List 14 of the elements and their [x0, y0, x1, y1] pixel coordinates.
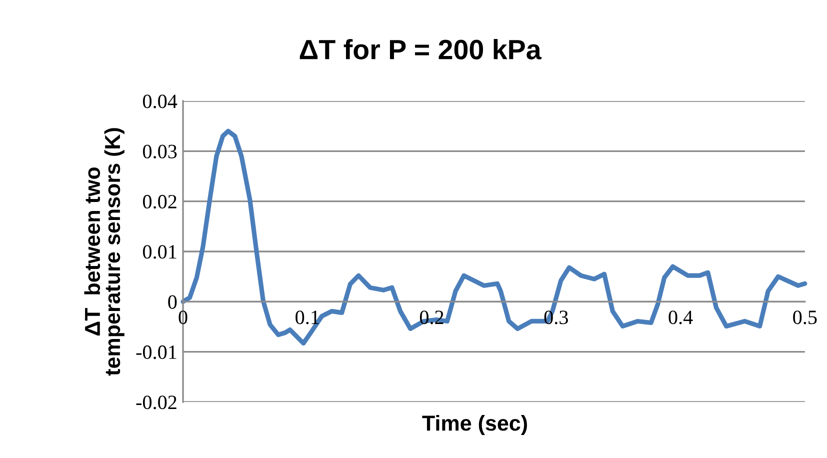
y-tick-label: 0.03: [142, 144, 177, 158]
x-tick-label: 0.5: [793, 310, 817, 324]
x-tick-label: 0.4: [668, 310, 693, 324]
y-tick-label: -0.01: [136, 345, 176, 360]
x-tick-label: 0: [178, 310, 188, 324]
y-tick-label: -0.02: [136, 396, 176, 410]
y-tick-label: 0.04: [142, 94, 178, 108]
y-tick-label: 0: [168, 295, 177, 309]
y-tick-label: 0.02: [142, 194, 176, 209]
chart-title: ΔT for P = 200 kPa: [300, 39, 542, 60]
y-axis-title: ΔT between two temperature sensors (K): [84, 128, 124, 376]
x-axis-title: Time (sec): [422, 414, 527, 436]
x-tick-label: 0.1: [296, 310, 319, 324]
y-tick-label: 0.01: [142, 245, 176, 259]
